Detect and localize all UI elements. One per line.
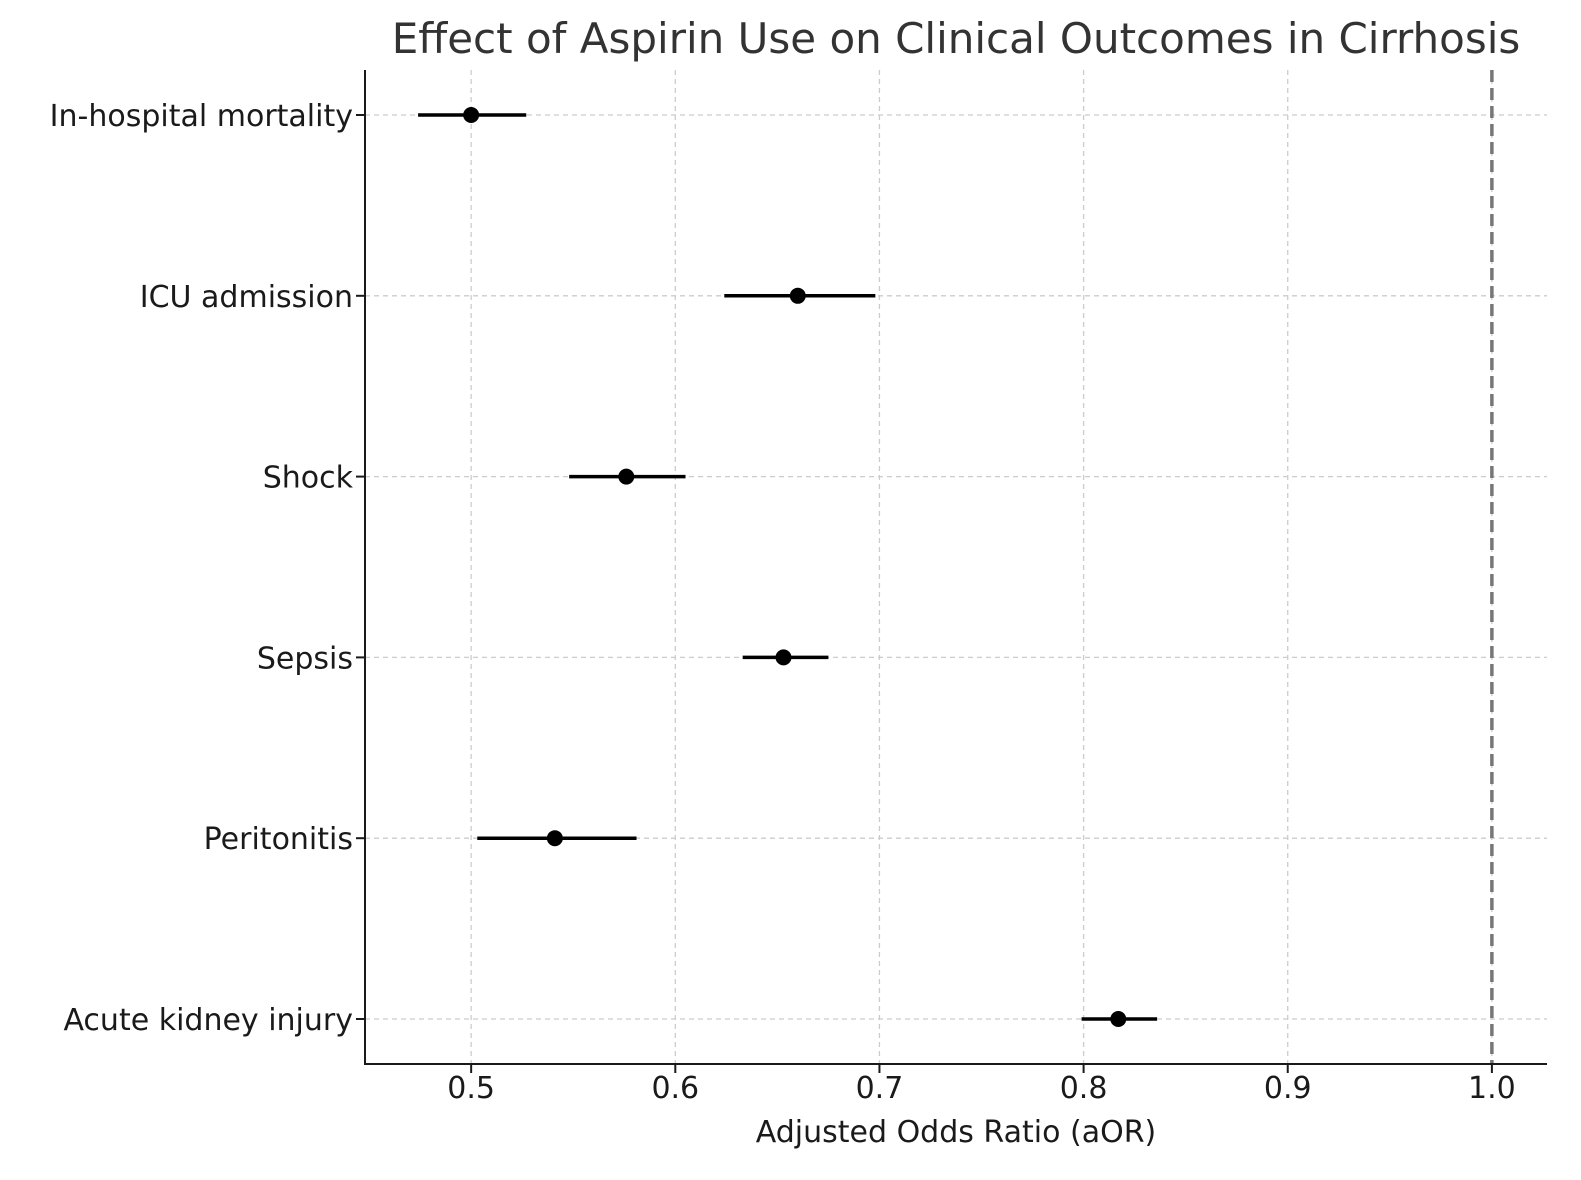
x-tick-label: 0.7 <box>856 1071 904 1106</box>
y-tick-label: Acute kidney injury <box>63 1003 353 1038</box>
y-tick-label: Peritonitis <box>204 822 353 857</box>
x-tick-label: 0.9 <box>1264 1071 1312 1106</box>
x-tick-label: 0.5 <box>447 1071 495 1106</box>
x-tick-label: 1.0 <box>1468 1071 1516 1106</box>
point-estimate <box>618 468 635 485</box>
axes <box>356 70 1547 1073</box>
y-tick-label: In-hospital mortality <box>50 99 353 134</box>
point-estimate <box>1110 1011 1127 1027</box>
point-estimate <box>546 830 563 847</box>
x-axis-label: Adjusted Odds Ratio (aOR) <box>756 1115 1157 1150</box>
point-estimate <box>775 649 792 666</box>
data-points <box>418 107 1158 1027</box>
y-tick-label: Shock <box>263 461 354 496</box>
chart-title: Effect of Aspirin Use on Clinical Outcom… <box>392 14 1521 63</box>
y-tick-label: ICU admission <box>140 280 353 315</box>
tick-labels: 0.5 0.6 0.7 0.8 0.9 1.0 In-hospital mortality I… <box>50 99 1516 1106</box>
grid <box>365 70 1547 1064</box>
y-tick-label: Sepsis <box>257 641 353 676</box>
point-estimate <box>463 107 480 123</box>
point-estimate <box>789 287 806 304</box>
x-tick-label: 0.6 <box>651 1071 699 1106</box>
x-tick-label: 0.8 <box>1060 1071 1108 1106</box>
